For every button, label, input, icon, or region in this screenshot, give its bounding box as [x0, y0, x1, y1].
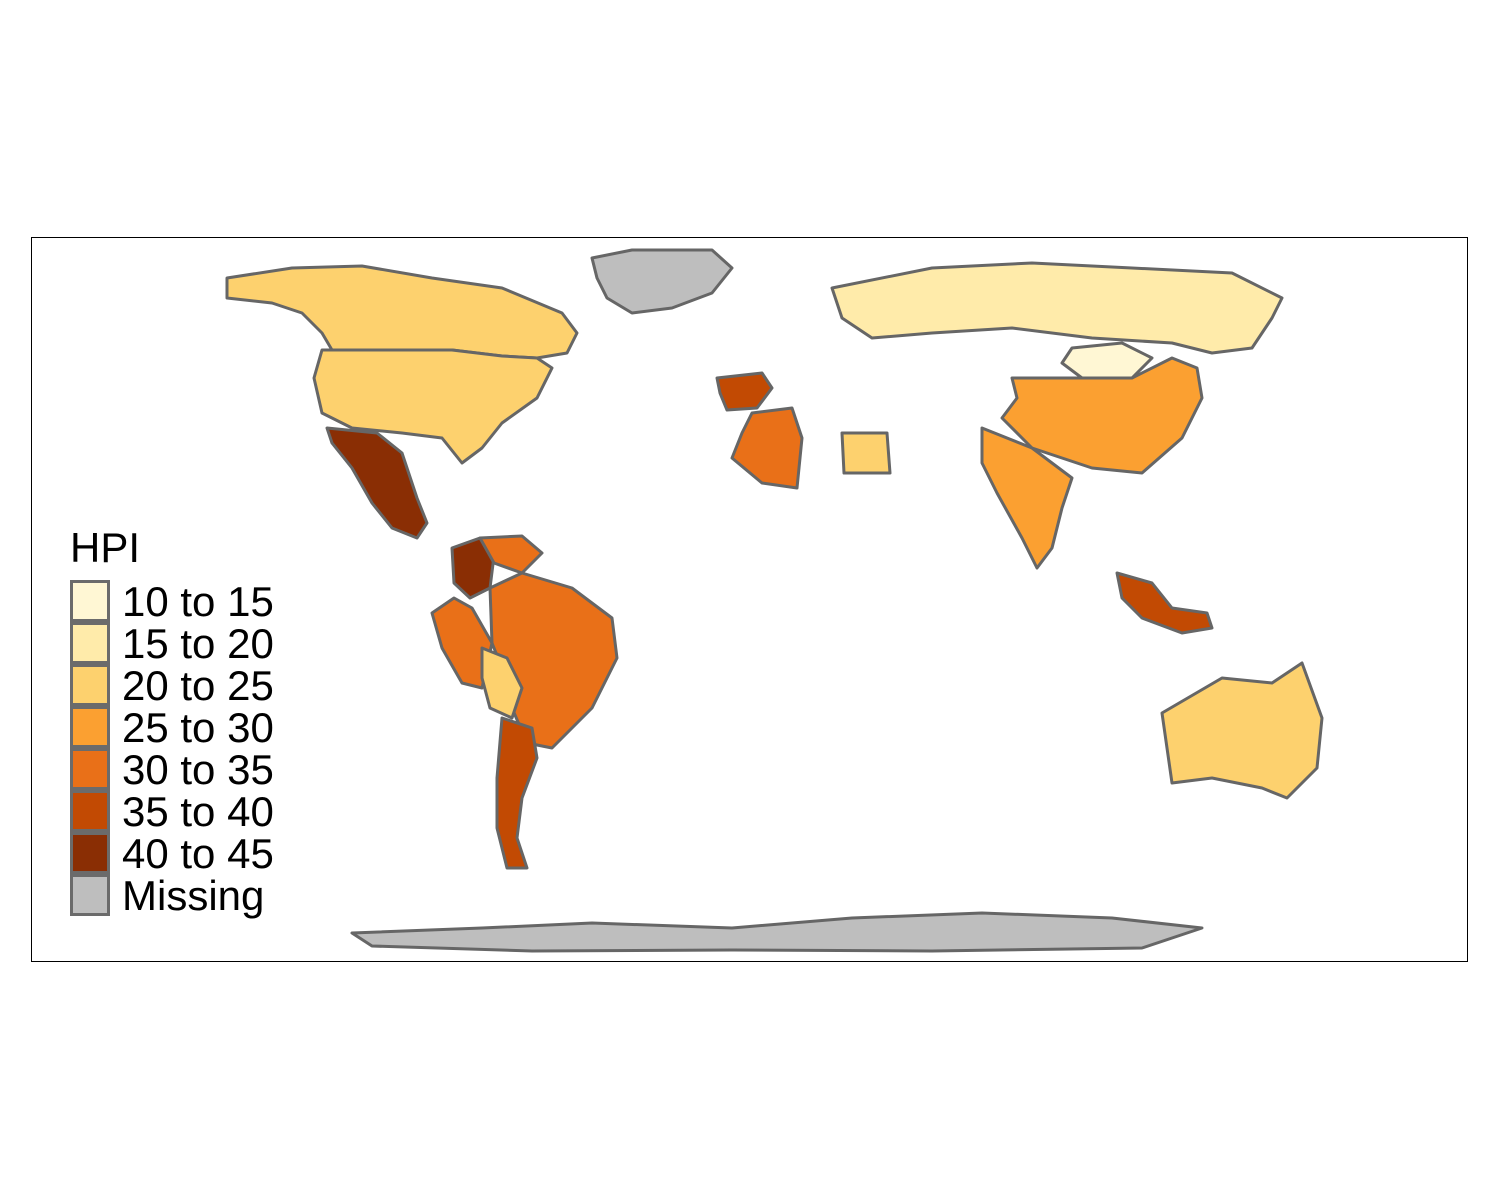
- legend-item: 10 to 15: [70, 578, 274, 625]
- legend-swatch: [70, 706, 110, 749]
- region-greenland: [590, 248, 734, 315]
- region-antarctica: [350, 911, 1204, 953]
- region-argentina: [495, 716, 539, 870]
- legend-label: 40 to 45: [122, 830, 274, 877]
- region-indonesia: [1115, 571, 1214, 635]
- legend-item: 25 to 30: [70, 704, 274, 751]
- legend-swatch: [70, 874, 110, 917]
- legend-swatch: [70, 790, 110, 833]
- region-russia: [830, 261, 1284, 355]
- legend-item: 30 to 35: [70, 746, 274, 793]
- legend-label: 30 to 35: [122, 746, 274, 793]
- region-india: [980, 426, 1074, 570]
- legend-items: 10 to 15 15 to 20 20 to 25 25 to 30 30 to 35…: [70, 578, 274, 919]
- region-china: [1000, 356, 1204, 475]
- legend-label: 20 to 25: [122, 662, 274, 709]
- legend-label: 35 to 40: [122, 788, 274, 835]
- legend-item: Missing: [70, 872, 274, 919]
- region-mexico: [325, 426, 429, 540]
- legend-label: 15 to 20: [122, 620, 274, 667]
- legend-swatch: [70, 748, 110, 791]
- legend-label: 10 to 15: [122, 578, 274, 625]
- region-australia: [1160, 661, 1324, 800]
- map-frame: [31, 237, 1468, 962]
- region-bolivia: [480, 646, 524, 720]
- legend-item: 35 to 40: [70, 788, 274, 835]
- legend-label: Missing: [122, 872, 265, 919]
- legend-swatch: [70, 832, 110, 875]
- legend-item: 40 to 45: [70, 830, 274, 877]
- legend-swatch: [70, 664, 110, 707]
- region-egypt: [840, 431, 892, 475]
- legend-item: 20 to 25: [70, 662, 274, 709]
- region-algeria: [730, 406, 804, 490]
- region-united-states: [312, 348, 554, 465]
- legend-title: HPI: [70, 524, 141, 571]
- legend-swatch: [70, 580, 110, 623]
- world-map: [225, 248, 1324, 953]
- region-venezuela: [478, 534, 544, 575]
- legend-item: 15 to 20: [70, 620, 274, 667]
- legend: HPI 10 to 15 15 to 20 20 to 25 25 to 30 30 t…: [70, 525, 274, 917]
- legend-swatch: [70, 622, 110, 665]
- region-spain: [715, 371, 774, 412]
- region-canada: [225, 264, 579, 360]
- region-mongolia: [1060, 341, 1154, 380]
- legend-label: 25 to 30: [122, 704, 274, 751]
